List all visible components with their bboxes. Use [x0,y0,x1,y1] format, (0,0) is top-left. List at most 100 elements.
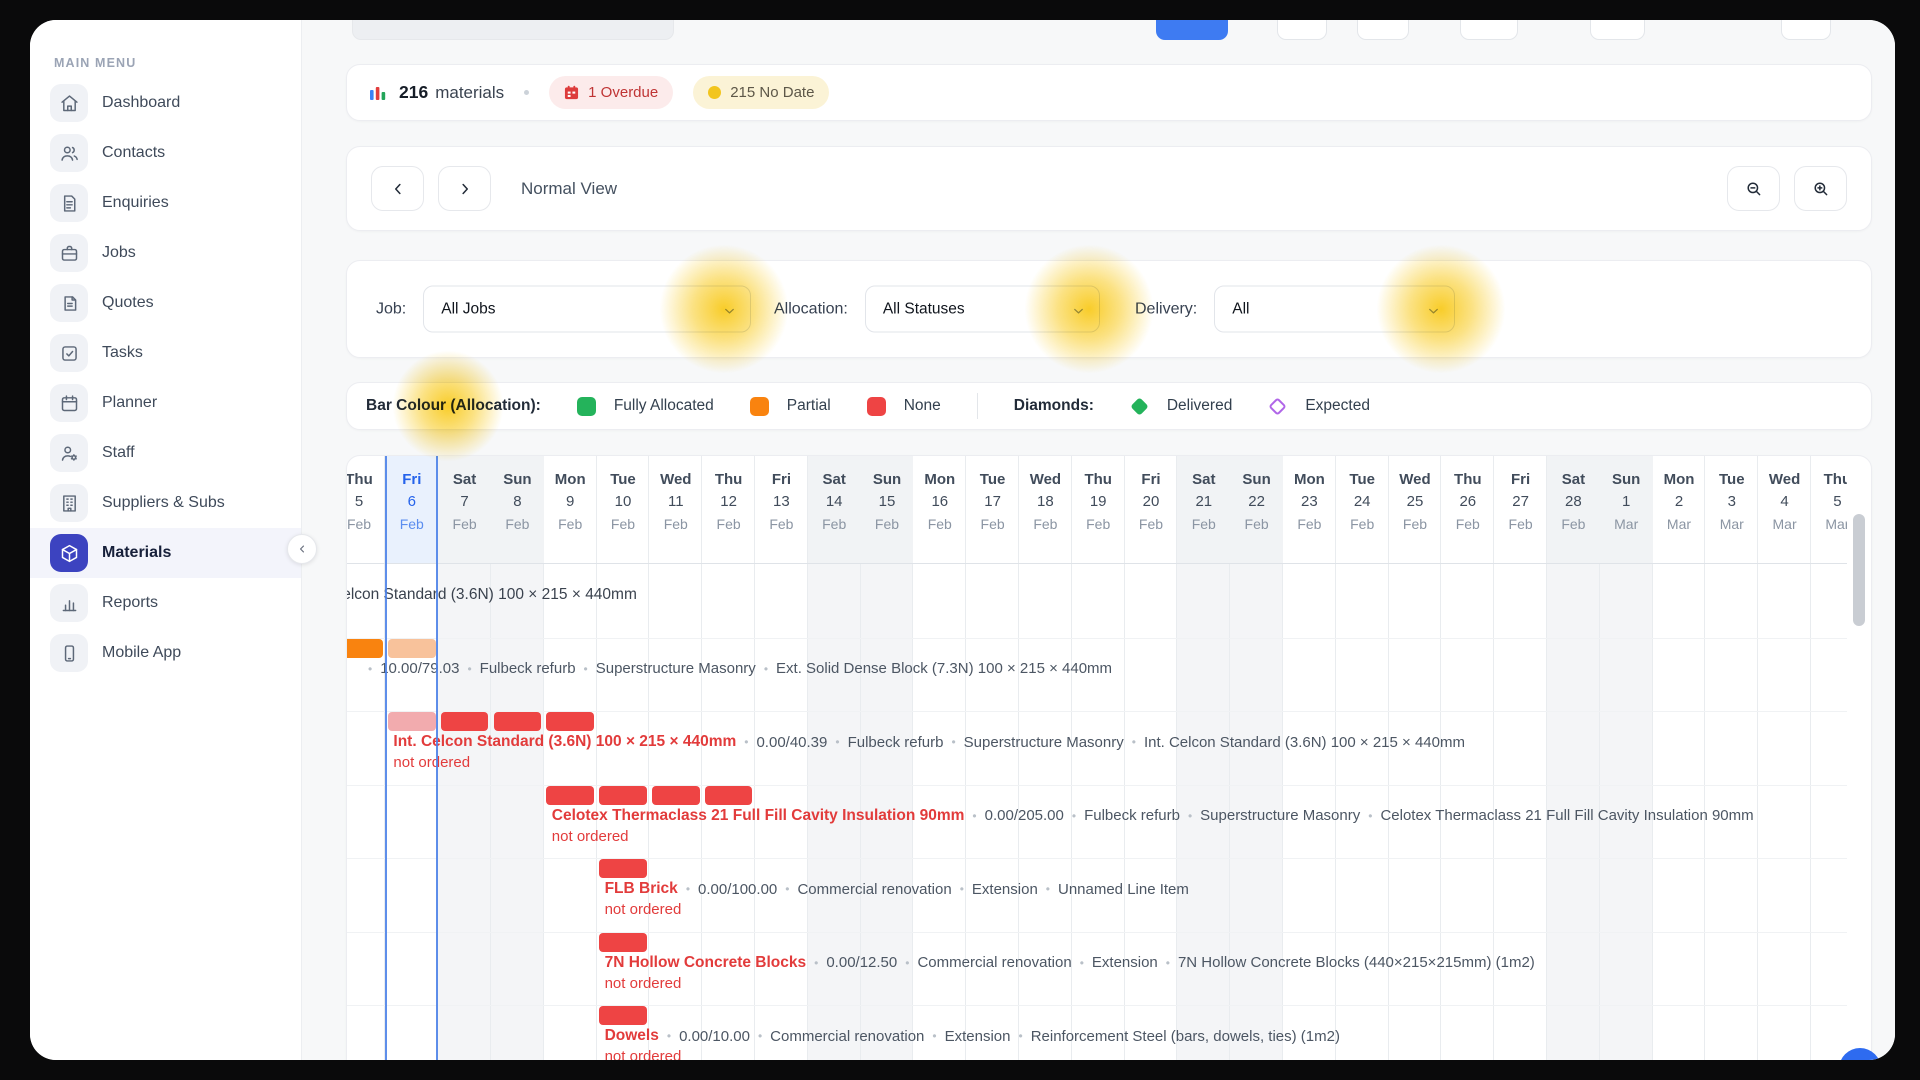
cutoff-header-button[interactable] [1460,20,1518,40]
sidebar-item-tasks[interactable]: Tasks [30,328,301,378]
gantt-bar-segment[interactable] [387,712,436,731]
day-name: Sat [1192,471,1216,488]
gantt-bar-segment[interactable] [440,712,489,731]
sidebar-item-jobs[interactable]: Jobs [30,228,301,278]
delivery-filter-select[interactable]: All [1214,285,1456,333]
gantt-bar-segment[interactable] [704,785,753,805]
gantt-date-header: Wed 25 Feb [1389,456,1442,563]
day-name: Sat [1561,471,1586,488]
floating-action-button[interactable] [1839,1048,1881,1060]
gantt-date-header: Wed 18 Feb [1019,456,1072,563]
gantt-bar-segment[interactable] [493,712,542,731]
gantt-column [966,456,1019,1060]
gantt-date-header: Thu 12 Feb [702,456,755,563]
bullet-separator: • [1187,808,1193,823]
day-number: 22 [1248,493,1265,510]
material-meta: Fulbeck refurb [1084,807,1180,824]
vertical-scrollbar-thumb[interactable] [1853,514,1865,626]
gantt-body: Celcon Standard (3.6N) 100 × 215 × 440mm… [347,564,1847,1060]
gantt-bar-segment[interactable] [546,785,595,805]
bullet-separator: • [757,1029,763,1043]
day-name: Sat [452,471,477,488]
material-name-link[interactable]: FLB Brick [604,880,678,897]
day-number: 24 [1353,493,1371,510]
material-name-link[interactable]: Dowels [604,1027,659,1044]
gantt-column [544,456,597,1060]
material-meta: Superstructure Masonry [963,733,1124,751]
previous-period-button[interactable] [371,166,424,211]
gantt-bar-segment[interactable] [599,1006,647,1025]
diamond-icon [1130,396,1149,416]
check-square-icon [50,334,88,372]
zoom-in-button[interactable] [1794,166,1847,211]
gantt-bar-segment[interactable] [599,932,647,952]
sidebar-item-enquiries[interactable]: Enquiries [30,178,301,228]
cutoff-header-button[interactable] [1277,20,1327,40]
delivery-filter-value: All [1232,300,1250,317]
month-name: Mar [1666,516,1692,532]
next-period-button[interactable] [438,166,491,211]
no-date-badge[interactable]: 215 No Date [693,76,830,109]
delivery-filter-group: Delivery: All [1135,285,1456,333]
sidebar-item-mobile-app[interactable]: Mobile App [30,628,301,678]
day-name: Fri [771,471,791,488]
sidebar-item-materials[interactable]: Materials [30,528,301,578]
material-name-link[interactable]: Int. Celcon Standard (3.6N) 100 × 215 × … [393,733,737,750]
material-name-link[interactable]: Celotex Thermaclass 21 Full Fill Cavity … [551,806,965,824]
bullet-separator: • [1165,955,1170,970]
delivery-filter-label: Delivery: [1135,300,1198,317]
cutoff-header-button[interactable] [1357,20,1409,40]
legend-swatch-icon [576,396,596,416]
user-gear-icon [50,434,88,472]
gantt-bar-segment[interactable] [387,638,436,658]
month-name: Feb [1297,516,1322,532]
gantt-bar-segment[interactable] [599,859,647,878]
gantt-date-header: Mon 23 Feb [1283,456,1336,563]
day-number: 12 [720,493,737,510]
cutoff-header-button[interactable] [1590,20,1645,40]
sidebar-item-staff[interactable]: Staff [30,428,301,478]
users-icon [50,134,88,172]
legend-item-label: Fully Allocated [613,397,714,414]
gantt-bar-segment[interactable] [651,785,700,805]
sidebar-item-suppliers-subs[interactable]: Suppliers & Subs [30,478,301,528]
sidebar-item-planner[interactable]: Planner [30,378,301,428]
sidebar-item-reports[interactable]: Reports [30,578,301,628]
cutoff-header-primary-button[interactable] [1156,20,1228,40]
sidebar-item-label: Staff [102,444,135,461]
allocation-filter-select[interactable]: All Statuses [864,285,1100,333]
view-mode-label[interactable]: Normal View [521,178,618,198]
gantt-grid-clip: Thu 5 Feb Fri 6 Feb Sat 7 Feb Sun 8 Feb Mon 9 Feb Tue 10… [347,456,1847,1060]
not-ordered-label: not ordered [393,754,471,771]
sidebar-item-dashboard[interactable]: Dashboard [30,78,301,128]
bullet-separator: • [785,882,790,896]
job-filter-select[interactable]: All Jobs [423,285,752,333]
day-name: Mon [1293,471,1325,488]
legend-item-partial: Partial [749,396,831,416]
gantt-column [1019,456,1072,1060]
cutoff-header-segment[interactable] [352,20,674,40]
material-meta: Commercial renovation [797,880,952,898]
material-name-link[interactable]: 7N Hollow Concrete Blocks [604,953,807,971]
sidebar-item-quotes[interactable]: Quotes [30,278,301,328]
day-name: Wed [660,471,692,488]
day-name: Sun [872,471,902,488]
gantt-bar-segment[interactable] [546,712,595,731]
overdue-badge[interactable]: 1 Overdue [549,76,674,109]
gantt-date-header: Tue 17 Feb [966,456,1019,563]
sidebar-item-label: Dashboard [102,94,181,111]
sidebar-item-contacts[interactable]: Contacts [30,128,301,178]
month-name: Feb [505,516,530,532]
gantt-bar-segment[interactable] [599,785,647,805]
zoom-out-button[interactable] [1727,166,1780,211]
month-name: Feb [1455,516,1480,532]
cutoff-header-button[interactable] [1781,20,1831,40]
day-name: Thu [1823,471,1847,488]
sidebar-collapse-button[interactable] [287,534,317,564]
day-number: 19 [1089,493,1107,510]
gantt-bar-segment[interactable] [347,638,383,658]
gantt-date-header: Sat 7 Feb [438,456,491,563]
home-icon [50,84,88,122]
bullet-separator: • [959,882,964,896]
bullet-separator: • [685,882,691,896]
